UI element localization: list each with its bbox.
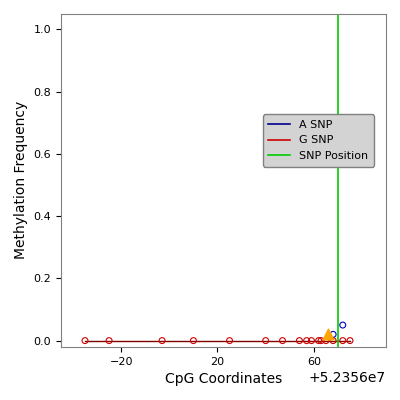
Point — [279, 338, 286, 344]
Point — [330, 338, 336, 344]
Point — [347, 338, 353, 344]
Point — [318, 338, 324, 344]
X-axis label: CpG Coordinates: CpG Coordinates — [165, 372, 282, 386]
Point — [190, 338, 197, 344]
Point — [330, 331, 336, 338]
Point — [159, 338, 165, 344]
Point — [296, 338, 302, 344]
Point — [106, 338, 112, 344]
Point — [304, 338, 310, 344]
Point — [308, 338, 315, 344]
Point — [340, 322, 346, 328]
Point — [82, 338, 88, 344]
Point — [316, 338, 322, 344]
Point — [262, 338, 269, 344]
Point — [323, 338, 329, 344]
Point — [325, 331, 332, 338]
Point — [340, 338, 346, 344]
Point — [226, 338, 233, 344]
Y-axis label: Methylation Frequency: Methylation Frequency — [14, 101, 28, 260]
Legend: A SNP, G SNP, SNP Position: A SNP, G SNP, SNP Position — [263, 114, 374, 166]
